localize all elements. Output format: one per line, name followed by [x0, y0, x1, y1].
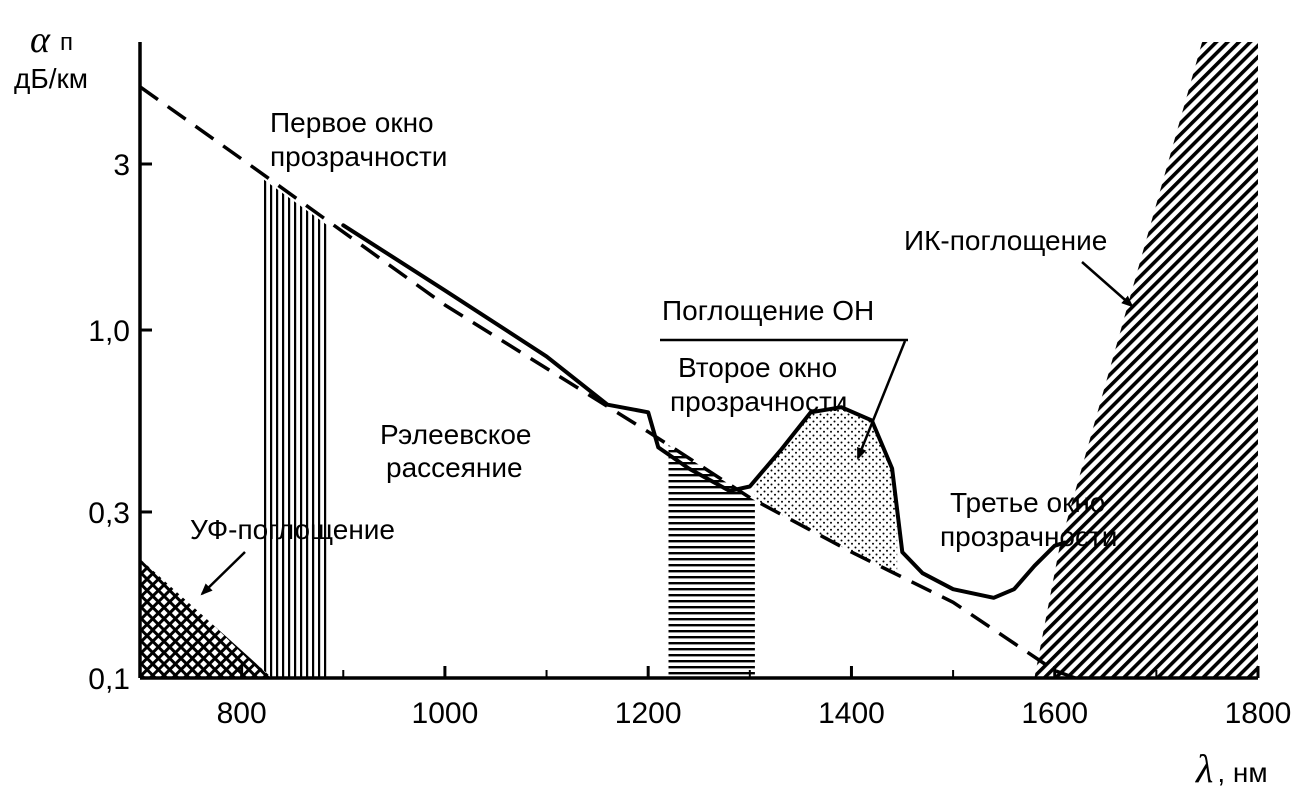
band-horizontal-lines [668, 444, 755, 678]
x-tick-label: 1400 [818, 697, 885, 730]
annotation-second-window-line2: прозрачности [670, 386, 847, 417]
annotation-rayleigh-line2: рассеяние [386, 452, 523, 483]
y-ticks: 0,1 0,3 1,0 3 [88, 149, 152, 696]
y-tick-label: 3 [113, 149, 130, 182]
rayleigh-dashed-line [138, 85, 1076, 680]
y-axis-unit: дБ/км [14, 63, 88, 94]
annotation-ir: ИК-поглощение [904, 225, 1107, 256]
annotation-first-window-line1: Первое окно [270, 107, 434, 138]
annotation-rayleigh-line1: Рэлеевское [380, 419, 531, 450]
y-tick-label: 1,0 [88, 315, 130, 348]
y-axis-title: α п [30, 19, 73, 61]
y-axis-symbol: α [30, 19, 51, 61]
annotation-second-window-line1: Второе окно [678, 352, 837, 383]
attenuation-solid-line [341, 223, 1067, 600]
x-axis-unit: , нм [1217, 757, 1267, 788]
x-ticks: 800 1000 1200 1400 1600 1800 [139, 666, 1292, 730]
x-tick-label: 1800 [1225, 697, 1292, 730]
dashed-data-point [241, 159, 242, 160]
ir-arrow [1081, 261, 1134, 308]
y-tick-label: 0,1 [88, 663, 130, 696]
annotation-first-window-line2: прозрачности [270, 141, 447, 172]
band-diagonal [1034, 42, 1258, 678]
x-tick-label: 1000 [412, 697, 479, 730]
x-axis-symbol: λ [1195, 746, 1213, 791]
annotation-third-window-line1: Третье окно [950, 487, 1105, 518]
series-layer [138, 85, 1076, 680]
oh-arrow [856, 340, 907, 460]
band-crosshatch [140, 558, 273, 678]
uv-arrow [200, 551, 246, 596]
annotation-oh: Поглощение ОН [662, 295, 874, 326]
x-tick-label: 1600 [1021, 697, 1088, 730]
x-axis-title: λ , нм [1195, 746, 1268, 791]
x-tick-label: 800 [217, 697, 267, 730]
annotation-uv: УФ-поглощение [190, 514, 395, 545]
annotation-third-window-line2: прозрачности [940, 521, 1117, 552]
band-vertical-lines [261, 178, 329, 678]
y-axis-subscript: п [60, 29, 73, 56]
y-tick-label: 0,3 [88, 497, 130, 530]
x-tick-label: 1200 [615, 697, 682, 730]
